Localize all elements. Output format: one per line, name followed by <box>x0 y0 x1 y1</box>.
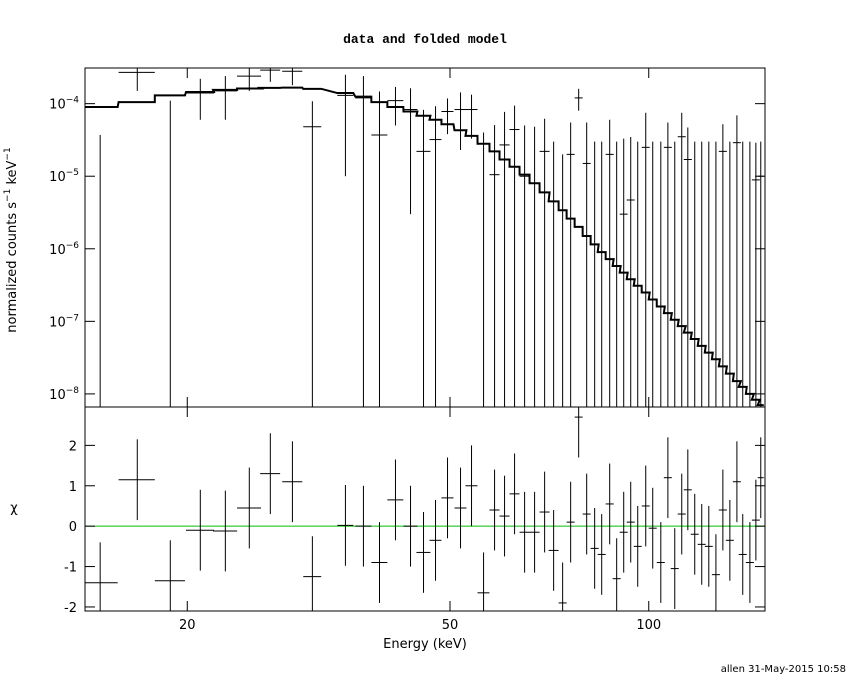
y-tick-label: 10−6 <box>49 241 79 258</box>
y-axis-label: χ <box>10 501 18 516</box>
tick-base: 10 <box>49 388 66 403</box>
label-sup: −1 <box>3 147 13 160</box>
tick-base: 10 <box>49 315 66 330</box>
y-tick-label: 2 <box>69 439 77 454</box>
label-part: keV <box>5 160 20 188</box>
tick-exponent: −8 <box>66 386 80 396</box>
tick-base: 10 <box>49 170 66 185</box>
bottom-frame <box>84 406 766 612</box>
x-axis-label: Energy (keV) <box>383 637 467 652</box>
bottom-plot <box>85 407 765 611</box>
y-tick-label: 0 <box>69 520 77 535</box>
y-tick-label: 10−5 <box>49 168 79 185</box>
label-part: normalized counts s <box>5 202 20 333</box>
y-axis-label: normalized counts s−1 keV−1 <box>3 147 20 332</box>
top-frame <box>84 67 766 408</box>
y-tick-label: -2 <box>64 601 77 616</box>
tick-base: 10 <box>49 98 66 113</box>
y-tick-label: 1 <box>69 480 77 495</box>
tick-base: 10 <box>49 243 66 258</box>
x-tick-label: 20 <box>179 618 196 633</box>
x-tick-label: 100 <box>636 618 661 633</box>
top-plot <box>85 68 764 407</box>
y-tick-label: 10−8 <box>49 386 79 403</box>
tick-exponent: −6 <box>66 241 80 251</box>
tick-exponent: −7 <box>66 313 79 323</box>
y-tick-label: -1 <box>64 561 77 576</box>
tick-exponent: −5 <box>66 168 79 178</box>
tick-exponent: −4 <box>66 96 80 106</box>
y-tick-label: 10−4 <box>49 96 79 113</box>
y-tick-label: 10−7 <box>49 313 79 330</box>
chart-title: data and folded model <box>343 32 507 47</box>
label-sup: −1 <box>3 189 13 202</box>
footer: allen 31-May-2015 10:58 <box>721 664 846 675</box>
x-tick-label: 50 <box>442 618 459 633</box>
model-line <box>85 86 764 407</box>
